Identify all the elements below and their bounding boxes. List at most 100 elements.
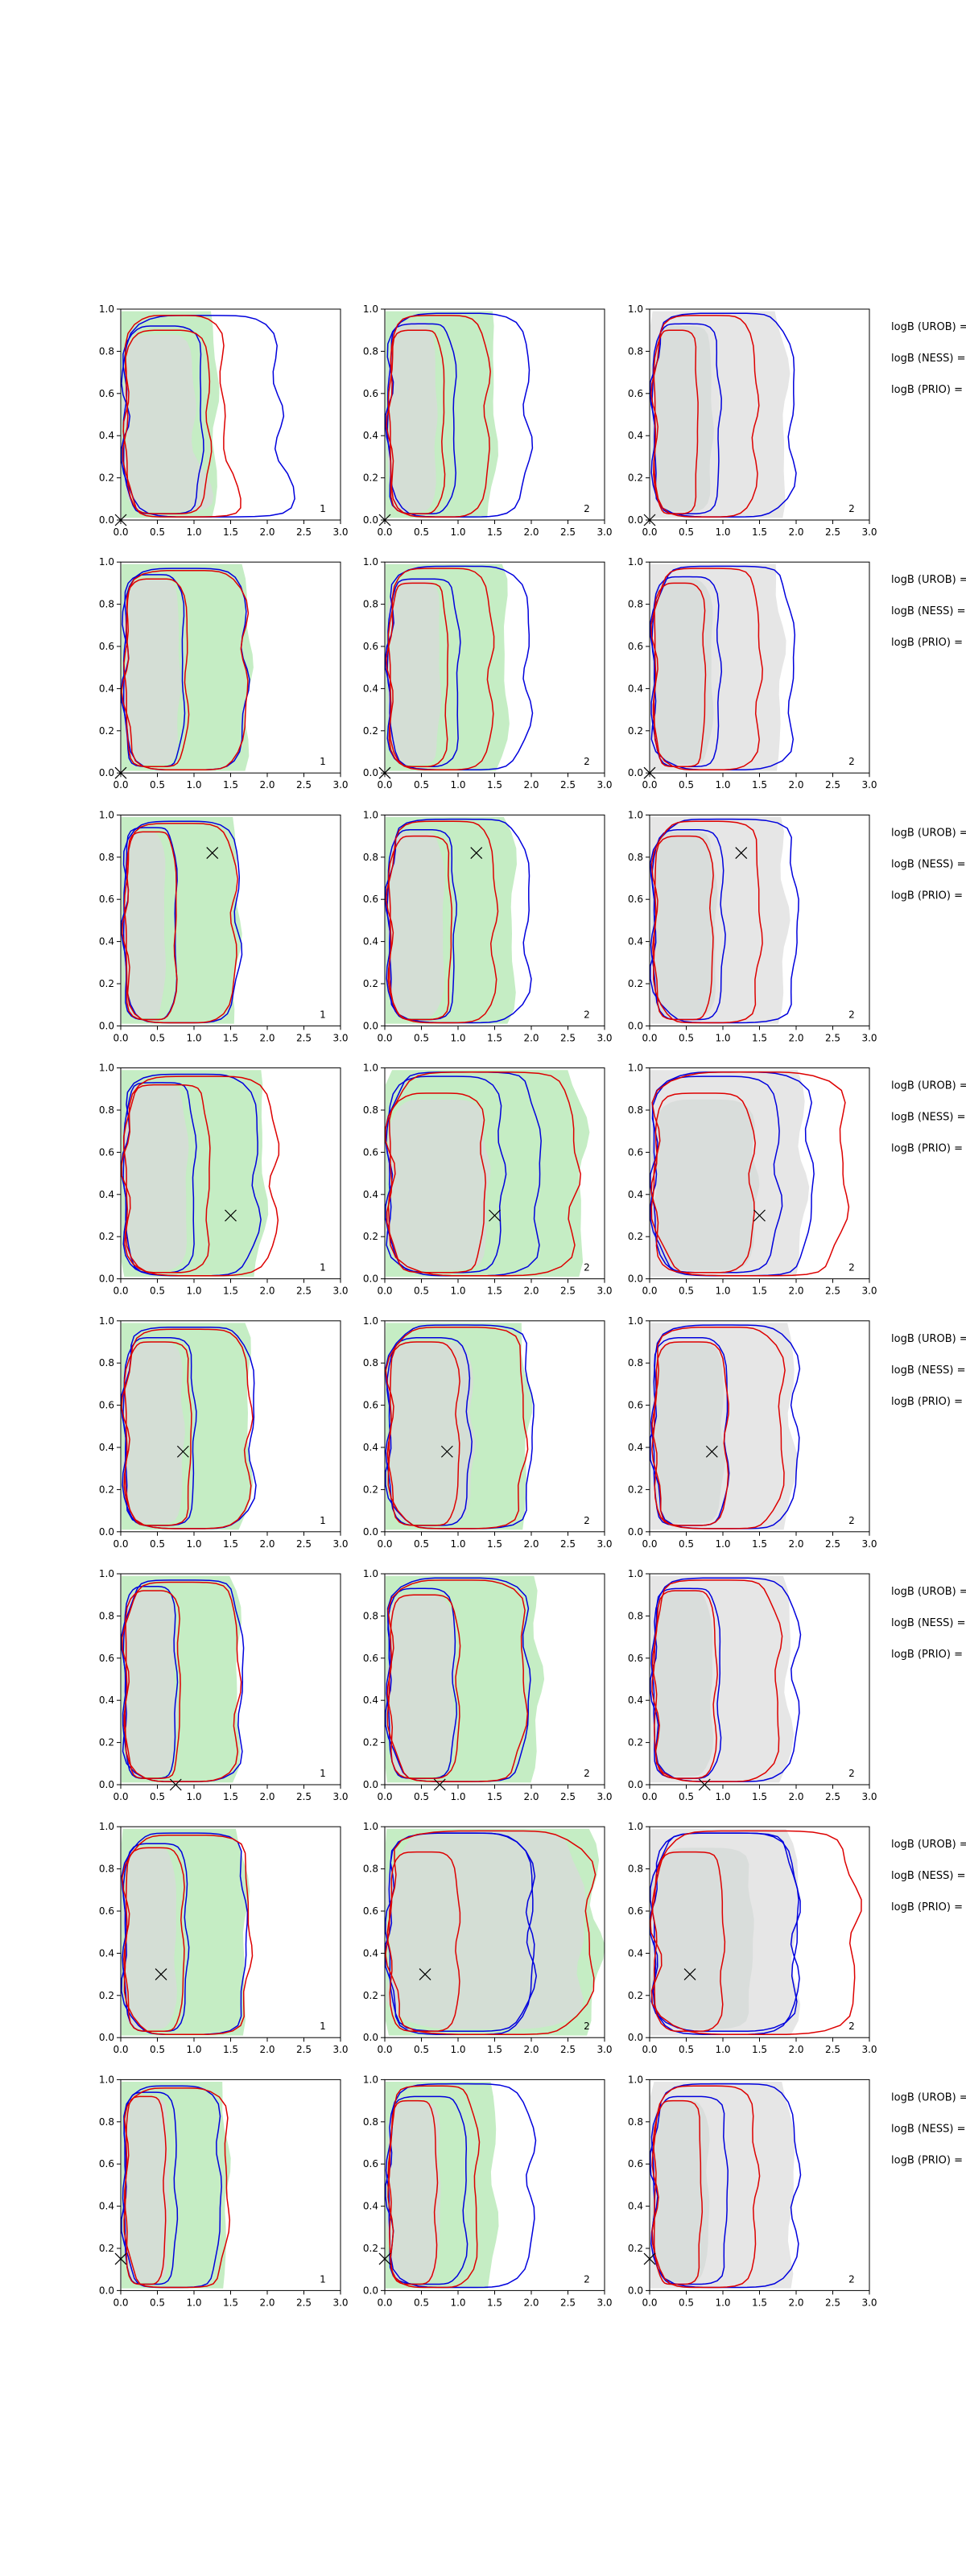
x-tick-label: 2.0 (259, 2297, 275, 2308)
x-tick-label: 0.0 (113, 1538, 128, 1550)
x-tick-label: 1.5 (223, 2044, 238, 2055)
x-tick-label: 3.0 (597, 1032, 612, 1043)
panel-row-1: 0.0 0.5 1.0 1.5 2.0 2.5 3.0 0.0 0.2 0.4 0.6 0.8 1.0 1… (99, 303, 966, 538)
x-tick-label: 0.5 (679, 526, 694, 538)
y-tick-label: 1.0 (363, 1821, 378, 1832)
x-tick-label: 1.5 (487, 2297, 502, 2308)
inner-region (651, 326, 714, 512)
y-tick-label: 1.0 (363, 1063, 378, 1074)
x-tick-label: 1.5 (752, 1032, 767, 1043)
x-tick-label: 2.5 (825, 1538, 840, 1550)
x-tick-label: 2.5 (296, 1286, 312, 1297)
x-tick-label: 0.5 (414, 526, 429, 538)
contour-red-level-2 (121, 1834, 254, 2036)
x-tick-label: 2.5 (560, 1286, 576, 1297)
y-tick-label: 0.4 (363, 1442, 378, 1453)
x-tick-label: 2.5 (560, 526, 576, 538)
y-tick-label: 0.8 (363, 1357, 378, 1368)
y-tick-label: 0.0 (628, 2032, 643, 2043)
x-tick-label: 3.0 (332, 779, 348, 791)
panel-row-5: 0.0 0.5 1.0 1.5 2.0 2.5 3.0 0.0 0.2 0.4 0.6 0.8 1.0 1… (99, 1315, 966, 1550)
panel-number: 1 (320, 1262, 326, 1274)
subplot-r3-c3: 0.0 0.5 1.0 1.5 2.0 2.5 3.0 0.0 0.2 0.4 0.6 0.8 1.0 2 (628, 809, 877, 1043)
inner-region (122, 334, 214, 512)
contour-red-level-2 (386, 568, 495, 771)
x-tick-label: 2.0 (788, 1286, 803, 1297)
y-tick-label: 0.4 (628, 683, 643, 694)
y-tick-label: 0.2 (363, 725, 378, 737)
x-tick-label: 2.5 (560, 1032, 576, 1043)
y-tick-label: 0.8 (99, 2116, 114, 2128)
contour-red-level-1 (650, 1092, 756, 1274)
contour-blue-level-2 (385, 565, 534, 771)
plot-area (650, 1323, 801, 1530)
y-tick-label: 0.8 (628, 599, 643, 610)
x-tick-label: 2.0 (523, 1538, 539, 1550)
subplot-r1-c3: 0.0 0.5 1.0 1.5 2.0 2.5 3.0 0.0 0.2 0.4 0.6 0.8 1.0 2 (628, 303, 877, 538)
x-tick-label: 0.5 (679, 779, 694, 791)
x-tick-label: 1.5 (752, 526, 767, 538)
plot-area (385, 2082, 537, 2289)
x-tick-label: 1.5 (487, 779, 502, 791)
y-tick-label: 0.0 (99, 2285, 114, 2296)
inner-region (386, 2100, 441, 2282)
x-tick-label: 2.0 (788, 1791, 803, 1802)
y-tick-label: 0.4 (363, 1189, 378, 1200)
panel-row-2: 0.0 0.5 1.0 1.5 2.0 2.5 3.0 0.0 0.2 0.4 0.6 0.8 1.0 1… (99, 556, 966, 791)
x-tick-label: 3.0 (332, 1286, 348, 1297)
contour-red-level-1 (653, 329, 699, 514)
panel-number: 1 (320, 1009, 326, 1020)
x-tick-label: 2.0 (523, 1032, 539, 1043)
y-tick-label: 0.0 (99, 1274, 114, 1285)
y-tick-label: 0.2 (628, 1737, 643, 1748)
y-tick-label: 0.2 (99, 978, 114, 989)
x-tick-label: 0.0 (642, 1791, 657, 1802)
contour-red-level-1 (387, 329, 446, 514)
x-tick-label: 1.0 (715, 1791, 730, 1802)
x-tick-label: 0.0 (377, 2297, 392, 2308)
y-tick-label: 0.6 (99, 641, 114, 652)
y-tick-label: 0.6 (99, 1400, 114, 1411)
inner-region (387, 579, 442, 765)
y-tick-label: 0.6 (363, 1146, 378, 1158)
x-tick-label: 0.0 (642, 2297, 657, 2308)
plot-area (385, 1070, 590, 1277)
y-tick-label: 0.8 (363, 2116, 378, 2128)
contour-red-level-1 (123, 831, 178, 1021)
inner-region (386, 321, 438, 512)
y-tick-label: 0.0 (363, 767, 378, 778)
x-tick-label: 1.0 (715, 2297, 730, 2308)
x-tick-label: 1.5 (223, 779, 238, 791)
x-tick-label: 2.5 (560, 2297, 576, 2308)
x-tick-label: 2.5 (296, 1538, 312, 1550)
x-tick-label: 1.0 (186, 1538, 201, 1550)
y-tick-label: 0.0 (363, 1020, 378, 1031)
y-tick-label: 0.6 (628, 1653, 643, 1664)
x-tick-label: 1.0 (450, 2044, 465, 2055)
marker-x (155, 1968, 167, 1981)
x-tick-label: 0.5 (679, 1538, 694, 1550)
y-tick-label: 0.4 (363, 2201, 378, 2212)
plot-area (121, 2082, 231, 2289)
y-tick-label: 0.2 (99, 1231, 114, 1242)
y-tick-label: 0.0 (628, 2285, 643, 2296)
panel-number: 2 (848, 1768, 855, 1779)
y-tick-label: 1.0 (628, 1315, 643, 1327)
subplot-r5-c1: 0.0 0.5 1.0 1.5 2.0 2.5 3.0 0.0 0.2 0.4 0.6 0.8 1.0 1 (99, 1315, 349, 1550)
contour-blue-level-1 (122, 2091, 179, 2285)
y-tick-label: 0.0 (628, 1779, 643, 1790)
y-tick-label: 0.2 (628, 473, 643, 484)
y-tick-label: 0.4 (363, 1695, 378, 1706)
y-tick-label: 0.6 (628, 1146, 643, 1158)
y-tick-label: 1.0 (363, 809, 378, 820)
y-tick-label: 0.4 (628, 2201, 643, 2212)
contour-blue-level-2 (650, 1832, 801, 2036)
y-tick-label: 0.2 (363, 1484, 378, 1495)
side-annotation: logB (PRIO) = (891, 890, 963, 902)
x-tick-label: 0.5 (150, 526, 165, 538)
panel-number: 1 (320, 1515, 326, 1526)
x-tick-label: 0.0 (642, 779, 657, 791)
side-annotation: logB (NESS) = (891, 858, 965, 870)
side-annotation: logB (NESS) = (891, 1112, 965, 1124)
contour-red-level-1 (651, 1341, 729, 1526)
